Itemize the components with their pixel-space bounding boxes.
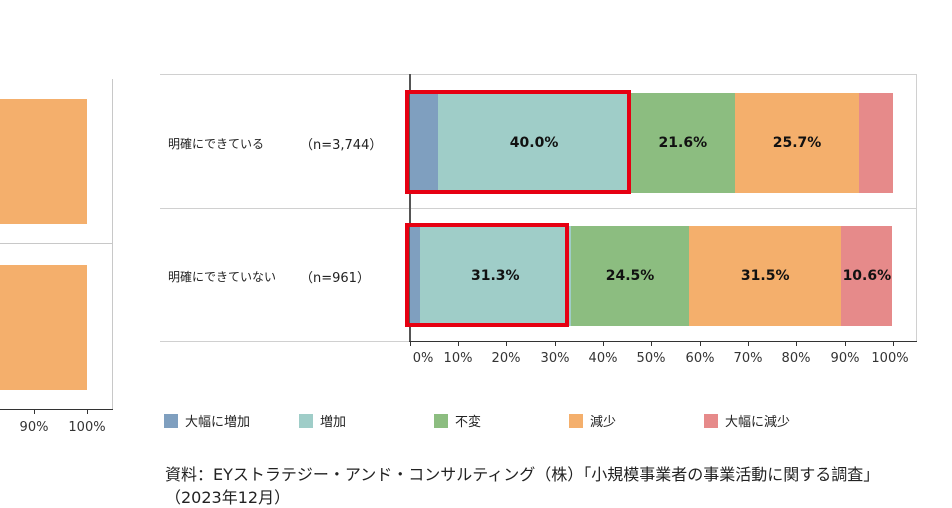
x-tick — [893, 341, 894, 346]
chart-right-border — [916, 74, 917, 342]
left-tick — [34, 409, 35, 414]
segment-increase: 31.3% — [419, 226, 571, 326]
left-bar-bottom — [0, 265, 87, 390]
left-row-divider — [0, 243, 112, 244]
left-frame-line — [112, 79, 113, 409]
x-tick-label: 60% — [685, 351, 715, 366]
x-tick — [796, 341, 797, 346]
segment-large-increase — [410, 93, 438, 193]
segment-large-decrease — [859, 93, 893, 193]
left-tick-label: 90% — [19, 420, 49, 435]
segment-large-increase — [410, 226, 420, 326]
row-label: 明確にできている — [168, 137, 265, 151]
x-tick-label: 20% — [491, 351, 521, 366]
x-tick-label: 0% — [412, 351, 434, 366]
x-tick — [555, 341, 556, 346]
x-tick — [603, 341, 604, 346]
x-tick-label: 70% — [733, 351, 763, 366]
legend-item-large-decrease: 大幅に減少 — [704, 411, 790, 430]
legend-label: 増加 — [320, 415, 347, 430]
stacked-bar-row-1: 40.0% 21.6% 25.7% — [410, 93, 893, 193]
source-note-line-1: 資料：EYストラテジー・アンド・コンサルティング（株）「小規模事業者の事業活動に… — [165, 465, 880, 484]
legend-swatch-icon — [569, 413, 583, 428]
left-x-axis — [0, 409, 113, 410]
x-tick — [700, 341, 701, 346]
x-tick — [651, 341, 652, 346]
x-tick — [506, 341, 507, 346]
legend-swatch-icon — [704, 413, 718, 428]
x-axis-line — [409, 341, 917, 342]
x-tick — [458, 341, 459, 346]
x-tick-label: 80% — [781, 351, 811, 366]
segment-unchanged: 24.5% — [570, 226, 690, 326]
x-tick-label: 40% — [588, 351, 618, 366]
legend-item-decrease: 減少 — [569, 411, 616, 430]
row-sample-size: （n=3,744） — [300, 138, 383, 153]
row-divider — [160, 208, 917, 209]
legend-label: 大幅に増加 — [185, 415, 251, 430]
y-axis-line — [409, 74, 411, 342]
legend-label: 大幅に減少 — [725, 415, 791, 430]
highlight-box-row-2 — [405, 223, 569, 327]
legend-item-increase: 増加 — [299, 411, 346, 430]
x-tick — [845, 341, 846, 346]
segment-decrease: 25.7% — [734, 93, 860, 193]
x-tick — [410, 341, 411, 346]
legend-swatch-icon — [164, 413, 178, 428]
x-tick-label: 50% — [636, 351, 666, 366]
left-bar-top — [0, 99, 87, 224]
x-tick — [748, 341, 749, 346]
legend-swatch-icon — [434, 413, 448, 428]
row-label: 明確にできていない — [168, 270, 277, 284]
chart-top-border — [160, 74, 917, 75]
segment-unchanged: 21.6% — [630, 93, 735, 193]
legend-swatch-icon — [299, 413, 313, 428]
legend-label: 減少 — [590, 415, 617, 430]
x-tick-label: 10% — [443, 351, 473, 366]
highlight-box-row-1 — [405, 90, 631, 194]
x-tick-label: 90% — [830, 351, 860, 366]
segment-decrease: 31.5% — [689, 226, 842, 326]
legend-item-large-increase: 大幅に増加 — [164, 411, 250, 430]
left-tick-label: 100% — [68, 420, 106, 435]
segment-large-decrease: 10.6% — [841, 226, 893, 326]
left-tick — [87, 409, 88, 414]
segment-increase: 40.0% — [437, 93, 631, 193]
x-tick-label: 100% — [871, 351, 909, 366]
source-note-line-2: （2023年12月） — [165, 488, 291, 507]
x-tick-label: 30% — [540, 351, 570, 366]
legend-label: 不変 — [455, 415, 482, 430]
stacked-bar-row-2: 31.3% 24.5% 31.5% 10.6% — [410, 226, 893, 326]
chart-bottom-border — [160, 341, 410, 342]
legend-item-unchanged: 不変 — [434, 411, 481, 430]
row-sample-size: （n=961） — [300, 271, 370, 286]
